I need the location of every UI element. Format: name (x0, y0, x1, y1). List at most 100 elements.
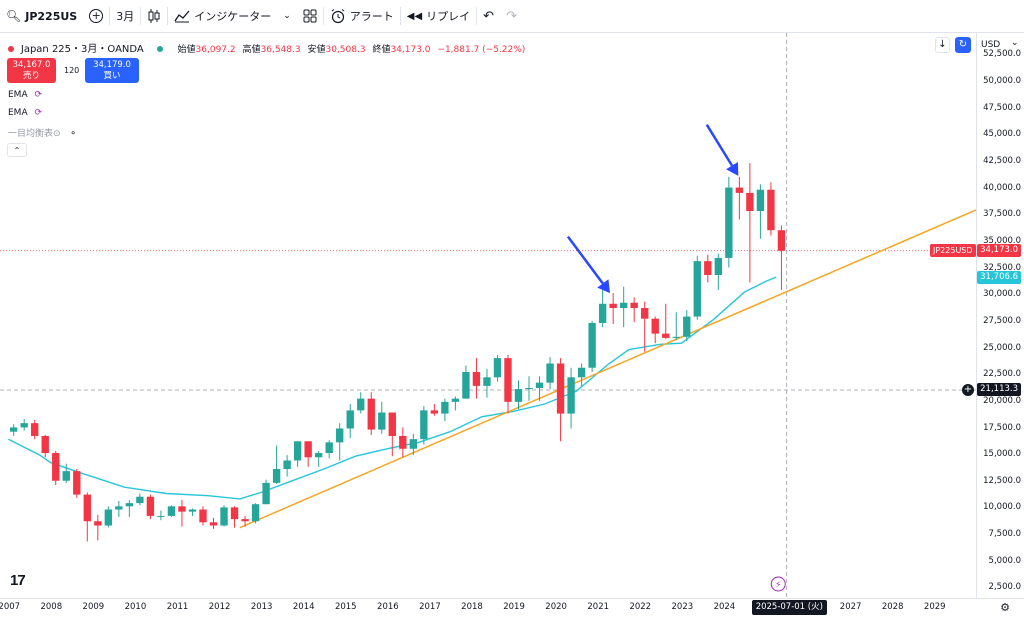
candle-body (304, 441, 312, 458)
candle-body (462, 372, 470, 399)
time-tick-label: 2024 (713, 602, 736, 612)
candle-body (41, 435, 49, 454)
loading-icon: ⟳ (34, 108, 43, 118)
annotation-arrow-head (597, 279, 610, 294)
price-tick-label: 30,000.0 (983, 289, 1021, 300)
candle-body (325, 442, 333, 454)
price-tick-label: 12,500.0 (983, 475, 1021, 486)
candle-body (20, 423, 28, 428)
price-scale[interactable]: USD ⌄ 52,500.0 50,000.0 47,500.0 45,000.0 42… (976, 33, 1024, 598)
indicators-icon (174, 10, 190, 23)
price-tick-label: 7,500.0 (988, 529, 1021, 540)
price-tick-label: 27,500.0 (983, 315, 1021, 326)
add-alert-plus-icon[interactable]: + (962, 383, 974, 396)
annotation-arrow-head (726, 161, 739, 176)
ema-value-badge: 31,706.6 (977, 270, 1021, 284)
candle-body (115, 506, 123, 510)
candle-body (662, 333, 670, 338)
price-chart[interactable]: ⚡ (0, 33, 977, 598)
interval-button[interactable]: 3月 (110, 0, 140, 33)
collapse-legend-button[interactable]: ⌃ (7, 143, 27, 157)
compare-button[interactable]: + (83, 0, 109, 33)
candle-body (104, 509, 113, 526)
time-tick-label: 2018 (461, 602, 483, 612)
candle-body (293, 441, 302, 461)
top-toolbar: 🔍︎ JP225US + 3月 インジケーター ⌄ アラート ◀◀ リプレイ ↶… (0, 0, 1024, 33)
chevron-down-icon: ⌄ (283, 11, 291, 21)
candle-body (378, 412, 386, 430)
redo-icon: ↷ (506, 8, 517, 24)
buy-label: 買い (103, 71, 121, 81)
candle-body (251, 504, 260, 522)
close-value: 34,173.0 (390, 45, 431, 55)
candle-body (31, 423, 39, 436)
undo-button[interactable]: ↶ (477, 0, 500, 33)
ichimoku-indicator[interactable]: 一目均衡表⊙ ⚬ (8, 126, 77, 139)
candle-body (683, 316, 691, 337)
indicators-button[interactable]: インジケーター ⌄ (168, 0, 297, 33)
divider (476, 7, 478, 25)
price-tick-label: 37,500.0 (983, 209, 1021, 220)
divider (322, 7, 324, 25)
replay-button[interactable]: ◀◀ リプレイ (401, 0, 476, 33)
candle-body (525, 387, 533, 390)
candles-icon (148, 9, 160, 23)
candle-body (409, 439, 418, 449)
candle-body (94, 521, 102, 526)
time-tick-label: 2016 (377, 602, 399, 612)
candle-body (641, 308, 649, 319)
candle-body (241, 519, 249, 522)
candle-body (651, 318, 659, 334)
sync-button[interactable]: ↻ (955, 37, 971, 53)
live-dot (156, 46, 163, 52)
chevron-down-icon: ⌄ (1011, 38, 1019, 48)
symbol-search[interactable]: 🔍︎ JP225US (0, 0, 83, 33)
crosshair-price-badge: 21,113.3 (977, 383, 1021, 397)
ema-indicator-1[interactable]: EMA ⟳ (8, 90, 42, 100)
symbol-label: JP225US (25, 9, 78, 23)
candle-body (314, 453, 323, 458)
price-tick-label: 2,500.0 (988, 582, 1021, 593)
candle-body (504, 358, 512, 402)
arrow-down-button[interactable]: ↓ (935, 37, 950, 53)
candle-body (619, 302, 628, 309)
price-tick-label: 15,000.0 (983, 449, 1021, 460)
time-scale[interactable]: ⚙ 2007 2008 2009 2010 2011 2012 2013 2014 2015 20… (0, 598, 1024, 617)
add-circle-icon: + (89, 9, 104, 23)
candle-body (493, 358, 502, 378)
time-tick-label: 2029 (923, 602, 946, 612)
chart-type-button[interactable] (141, 0, 167, 33)
high-value: 36,548.3 (260, 45, 301, 55)
annotation-arrow-shaft (705, 124, 734, 167)
currency-selector[interactable]: USD (981, 40, 1001, 50)
redo-button[interactable]: ↷ (500, 0, 523, 33)
candle-body (451, 398, 460, 402)
candle-body (472, 372, 481, 386)
low-value: 30,508.3 (325, 45, 366, 55)
candle-body (714, 257, 723, 275)
candle-body (125, 503, 134, 507)
time-tick-label: 2013 (250, 602, 273, 612)
buy-button[interactable]: 34,179.0 買い (85, 58, 139, 83)
ema-indicator-2[interactable]: EMA ⟳ (8, 108, 42, 118)
candle-body (52, 453, 60, 481)
undo-icon: ↶ (483, 8, 495, 24)
candle-body (588, 322, 596, 368)
candle-body (272, 469, 281, 483)
alert-button[interactable]: アラート (324, 0, 400, 33)
time-tick-label: 2010 (124, 602, 147, 612)
indicators-label: インジケーター (194, 10, 272, 23)
search-icon: 🔍︎ (6, 9, 22, 23)
candle-body (157, 515, 165, 517)
sell-price: 34,167.0 (12, 60, 51, 70)
candle-body (535, 382, 544, 388)
candle-body (556, 363, 565, 414)
chart-legend: Japan 225・3月・OANDA 始値36,097.2 高値36,548.3… (8, 40, 525, 55)
interval-label: 3月 (116, 10, 135, 23)
price-tick-label: 5,000.0 (988, 555, 1021, 566)
candle-body (756, 189, 765, 212)
layouts-button[interactable] (297, 0, 323, 33)
chart-pane[interactable]: ⚡ (0, 33, 977, 598)
settings-gear-icon[interactable]: ⚙ (1000, 601, 1010, 614)
sell-button[interactable]: 34,167.0 売り (7, 58, 56, 83)
